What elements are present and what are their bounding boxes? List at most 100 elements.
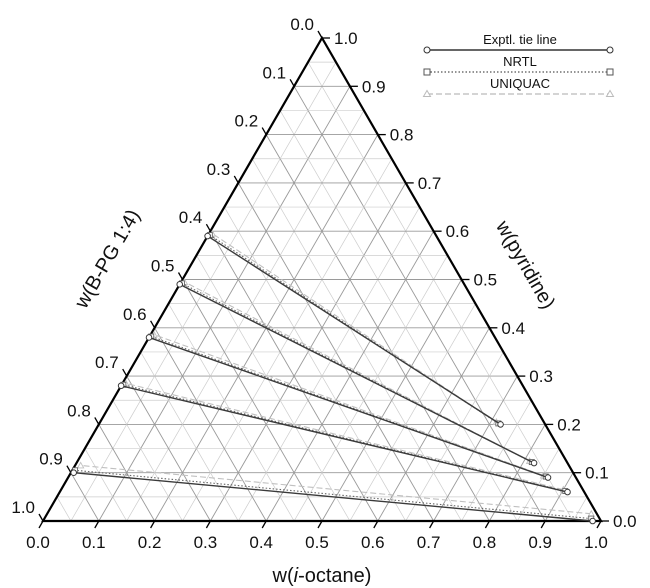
grid-line-bpg <box>182 279 323 522</box>
tick-label-left: 0.9 <box>39 450 63 469</box>
tick-mark-left <box>38 513 44 522</box>
grid-line-i-octane <box>182 158 393 522</box>
tick-label-bottom: 0.8 <box>473 533 497 552</box>
tie-point-extract <box>76 461 85 469</box>
tick-label-bottom: 0.1 <box>82 533 106 552</box>
tick-label-right: 0.7 <box>418 174 442 193</box>
triangle-frame <box>38 30 609 529</box>
grid-line-i-octane <box>70 61 337 522</box>
tick-label-right: 0.6 <box>446 222 470 241</box>
tie-point-extract <box>70 469 77 477</box>
tick-mark-left <box>261 127 267 135</box>
tick-label-bottom: 0.0 <box>26 533 50 552</box>
tick-mark-bottom <box>317 520 323 529</box>
tick-mark-bottom <box>373 520 379 529</box>
tick-mark-left <box>150 320 156 329</box>
tick-label-left: 0.7 <box>95 353 119 372</box>
tick-mark-left <box>66 465 72 474</box>
tie-line <box>179 283 535 464</box>
tick-label-bottom: 0.2 <box>138 533 162 552</box>
tie-line <box>123 384 566 492</box>
tick-mark-bottom <box>484 520 490 529</box>
tick-label-right: 0.5 <box>474 271 498 290</box>
tick-label-bottom: 0.4 <box>249 533 273 552</box>
tie-point-extract <box>117 382 125 390</box>
series-exptl-tie-line <box>70 232 596 525</box>
tick-mark-left <box>233 175 239 184</box>
legend: Exptl. tie line NRTL UNIQUAC <box>420 30 620 102</box>
tick-label-right: 0.0 <box>613 512 637 531</box>
tick-mark-left <box>122 368 128 377</box>
tick-mark-bottom <box>596 520 602 529</box>
tick-label-left: 0.5 <box>151 257 175 276</box>
tie-line <box>80 464 592 515</box>
grid-line-i-octane <box>349 303 476 522</box>
tick-label-left: 0.8 <box>67 401 91 420</box>
grid-line-bpg <box>84 448 128 522</box>
grid-line-bpg <box>251 158 462 522</box>
tie-line <box>148 336 549 479</box>
tick-label-left: 0.1 <box>262 63 286 82</box>
tick-label-right: 0.8 <box>390 126 414 145</box>
grid-line-i-octane <box>237 206 420 522</box>
grid-line-i-octane <box>544 472 574 522</box>
legend-label-uniquac: UNIQUAC <box>490 76 550 91</box>
tie-line <box>75 469 592 520</box>
grid-line-i-octane <box>377 327 490 522</box>
tie-line <box>120 385 568 493</box>
tick-label-bottom: 0.3 <box>194 533 218 552</box>
grid-line-bpg <box>140 351 239 522</box>
tie-line-series <box>70 229 596 525</box>
legend-label-exptl: Exptl. tie line <box>483 32 557 47</box>
grid-lines <box>56 61 588 522</box>
tick-label-left: 1.0 <box>11 498 35 517</box>
tick-label-bottom: 0.6 <box>361 533 385 552</box>
legend-marker-uniquac-right <box>605 89 615 97</box>
tick-label-bottom: 0.7 <box>417 533 441 552</box>
tick-label-left: 0.4 <box>179 208 203 227</box>
tick-mark-bottom <box>540 520 546 529</box>
tick-label-right: 0.2 <box>557 415 581 434</box>
axis-title-bottom: w(i-octane) <box>272 565 372 587</box>
tie-line <box>153 334 544 477</box>
tie-line <box>73 472 593 522</box>
tie-point-extract <box>145 334 153 341</box>
grid-line-i-octane <box>572 496 588 522</box>
grid-line-bpg <box>196 255 351 522</box>
tick-label-right: 1.0 <box>334 29 358 48</box>
grid-line-i-octane <box>293 255 448 522</box>
tick-label-left: 0.6 <box>123 305 147 324</box>
legend-label-nrtl: NRTL <box>503 54 537 69</box>
grid-line-bpg <box>56 496 72 522</box>
tick-mark-bottom <box>94 520 100 529</box>
tie-line <box>207 235 501 425</box>
axis-title-left: w(B-PG 1:4) <box>70 206 145 313</box>
tick-label-bottom: 0.9 <box>528 533 552 552</box>
tick-label-left: 0.3 <box>207 160 231 179</box>
tick-label-right: 0.3 <box>529 367 553 386</box>
tick-label-bottom: 0.5 <box>305 533 329 552</box>
legend-marker-exptl-right <box>606 46 614 54</box>
legend-marker-uniquac-left <box>422 89 432 97</box>
tie-point-raffinate <box>589 517 596 525</box>
legend-box <box>420 30 620 102</box>
tie-line <box>181 282 533 463</box>
tick-labels: 0.0 0.0 0.0 0.1 0.1 0.1 0.2 0.2 0.2 0.3 0.3 0.3 0.4 0… <box>11 15 636 552</box>
grid-line-bpg <box>224 206 407 522</box>
tick-label-right: 0.4 <box>501 319 525 338</box>
grid-line-i-octane <box>126 110 365 522</box>
axis-title-right: w(pyridine) <box>491 216 559 313</box>
grid-line-bpg <box>307 61 574 522</box>
tick-mark-bottom <box>205 520 211 529</box>
tie-line <box>125 382 564 491</box>
tie-point-extract <box>204 232 211 240</box>
grid-line-i-octane <box>321 279 462 522</box>
tie-point-raffinate <box>564 488 571 496</box>
tie-point-raffinate <box>544 474 552 481</box>
tick-label-right: 0.1 <box>585 464 609 483</box>
tick-mark-left <box>289 78 295 87</box>
grid-line-i-octane <box>405 351 504 522</box>
grid-line-i-octane <box>433 375 518 522</box>
legend-marker-nrtl-right <box>606 68 614 76</box>
